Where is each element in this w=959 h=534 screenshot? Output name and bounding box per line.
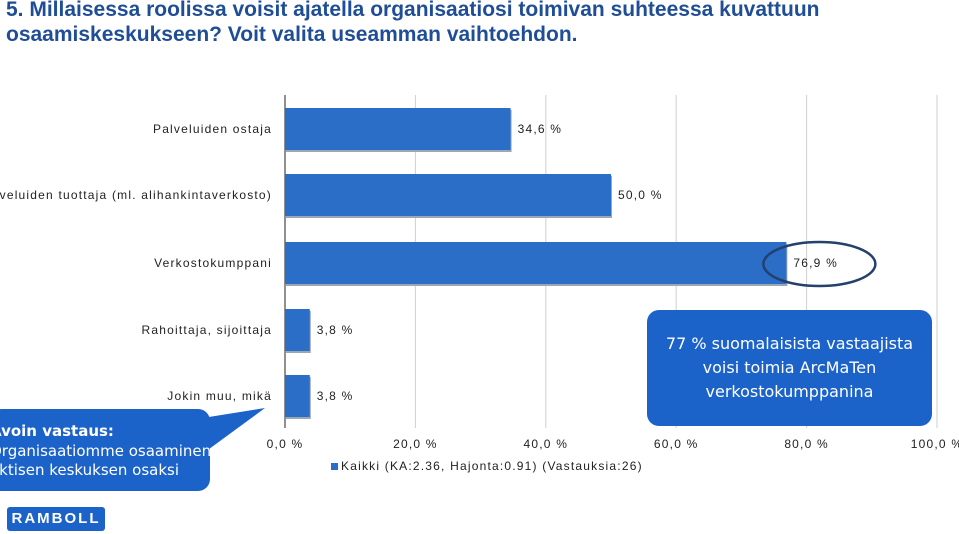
highlight-ring bbox=[762, 240, 877, 288]
bar bbox=[285, 375, 310, 417]
value-label: 3,8 % bbox=[317, 323, 354, 337]
value-label: 3,8 % bbox=[317, 389, 354, 403]
x-axis-ticks: 0,0 % 20,0 % 40,0 % 60,0 % 80,0 % 100,0 % bbox=[267, 437, 959, 451]
callout-left-line-3: oktisen keskuksen osaksi bbox=[0, 461, 180, 479]
value-label: 76,9 % bbox=[793, 256, 838, 270]
value-label: 50,0 % bbox=[618, 188, 663, 202]
legend-label: Kaikki (KA:2.36, Hajonta:0.91) (Vastauks… bbox=[341, 459, 643, 473]
category-label: Palveluiden ostaja bbox=[153, 122, 272, 136]
bar bbox=[285, 309, 310, 351]
legend-swatch bbox=[331, 463, 338, 470]
callout-left-line-1: Avoin vastaus: bbox=[0, 422, 114, 440]
labels: Palveluiden ostaja 34,6 % Palveluiden tuot… bbox=[0, 122, 877, 403]
x-tick-label: 60,0 % bbox=[654, 437, 699, 451]
bar bbox=[285, 242, 787, 284]
ramboll-logo: RAMBOLL bbox=[7, 507, 105, 531]
callout-left-line-2: Organisaatiomme osaaminen bbox=[0, 442, 210, 460]
callout-right-line-3: verkostokumppanina bbox=[705, 382, 874, 401]
x-tick-label: 0,0 % bbox=[267, 437, 304, 451]
x-tick-label: 100,0 % bbox=[911, 437, 959, 451]
callout-network-partner: 77 % suomalaisista vastaajista voisi toi… bbox=[647, 310, 932, 426]
bar bbox=[285, 108, 511, 150]
category-label: Palveluiden tuottaja (ml. alihankintaver… bbox=[0, 188, 272, 202]
category-label: Verkostokumppani bbox=[154, 256, 272, 270]
x-tick-label: 80,0 % bbox=[784, 437, 829, 451]
chart-title: 5. Millaisessa roolissa voisit ajatella … bbox=[6, 0, 820, 46]
x-tick-label: 40,0 % bbox=[524, 437, 569, 451]
category-label: Jokin muu, mikä bbox=[167, 389, 272, 403]
bar bbox=[285, 174, 611, 216]
x-tick-label: 20,0 % bbox=[393, 437, 438, 451]
callout-right-line-2: voisi toimia ArcMaTen bbox=[702, 358, 877, 377]
value-label: 34,6 % bbox=[518, 122, 563, 136]
category-label: Rahoittaja, sijoittaja bbox=[142, 323, 272, 337]
callout-right-line-1: 77 % suomalaisista vastaajista bbox=[665, 334, 914, 353]
bars bbox=[285, 108, 788, 419]
callout-open-answer: Avoin vastaus: Organisaatiomme osaaminen… bbox=[0, 409, 210, 491]
